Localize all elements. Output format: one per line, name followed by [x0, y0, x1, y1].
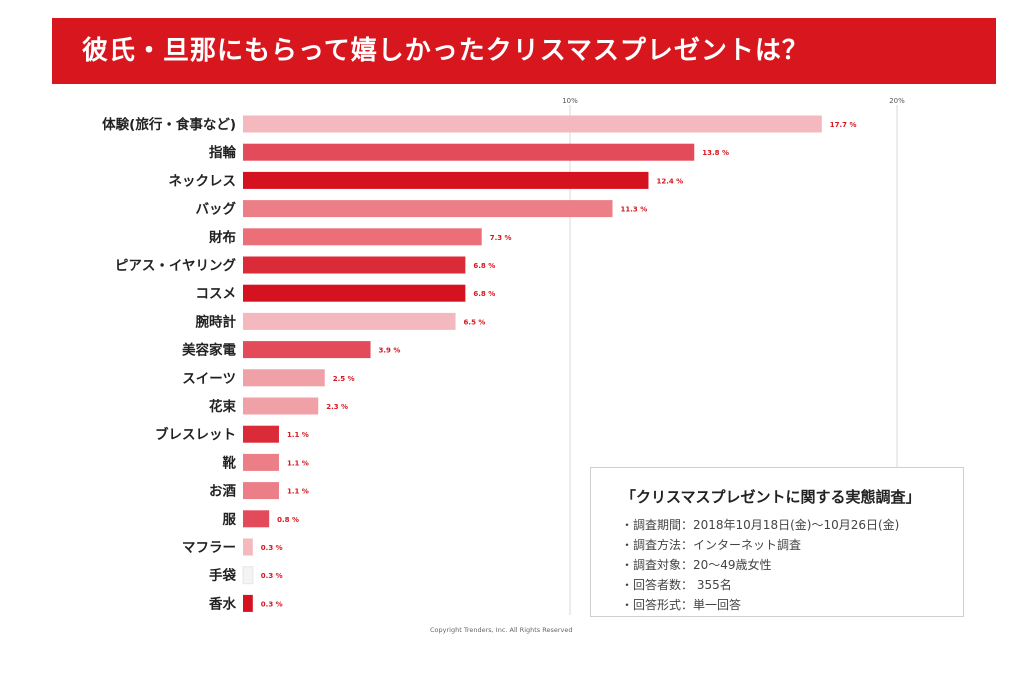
value-label: 11.3 %	[621, 206, 648, 214]
bar	[243, 115, 822, 133]
category-label: 靴	[223, 454, 237, 471]
bar	[243, 594, 253, 612]
category-label: バッグ	[196, 201, 237, 218]
value-label: 12.4 %	[656, 177, 683, 185]
bar	[242, 566, 254, 585]
value-label: 3.9 %	[379, 347, 401, 355]
survey-format: ・回答形式：単一回答	[621, 598, 742, 612]
survey-respondents: ・回答者数： 355名	[621, 578, 732, 592]
bar	[243, 228, 482, 246]
value-label: 6.5 %	[464, 318, 486, 326]
survey-method: ・調査方法：インターネット調査	[621, 538, 802, 552]
category-label: 体験(旅行・食事など)	[102, 116, 236, 133]
category-label: スイーツ	[182, 371, 236, 387]
value-label: 1.1 %	[287, 431, 309, 439]
value-label: 2.3 %	[326, 403, 348, 411]
category-label: コスメ	[196, 286, 237, 302]
value-label: 6.8 %	[473, 290, 495, 298]
category-label: ピアス・イヤリング	[115, 257, 237, 274]
category-label: 指輪	[209, 144, 236, 161]
category-label: ブレスレット	[155, 426, 236, 443]
value-label: 1.1 %	[287, 459, 309, 467]
bar	[243, 312, 456, 330]
page-title: 彼氏・旦那にもらって嬉しかったクリスマスプレゼントは？	[82, 36, 809, 66]
bar	[243, 143, 695, 161]
bar	[243, 171, 649, 189]
survey-period: ・調査期間：2018年10月18日(金)～10月26日(金)	[621, 518, 900, 532]
bar	[243, 284, 466, 302]
category-label: 香水	[208, 595, 236, 612]
bar	[243, 453, 279, 471]
value-label: 17.7 %	[830, 121, 857, 129]
x-tick-label: 10%	[562, 97, 578, 105]
category-label: 服	[223, 512, 237, 528]
category-label: 財布	[208, 229, 236, 246]
bar	[243, 482, 279, 500]
category-label: マフラー	[182, 540, 236, 556]
survey-title: 「クリスマスプレゼントに関する実態調査」	[621, 488, 921, 506]
value-label: 2.5 %	[333, 375, 355, 383]
category-label: 美容家電	[182, 342, 236, 359]
survey-target: ・調査対象：20～49歳女性	[621, 558, 772, 572]
category-label: 手袋	[209, 567, 236, 584]
value-label: 0.3 %	[261, 572, 283, 580]
category-label: 腕時計	[196, 313, 237, 330]
bar	[243, 425, 279, 443]
category-label: ネックレス	[169, 173, 237, 189]
value-label: 1.1 %	[287, 488, 309, 496]
value-label: 0.3 %	[261, 544, 283, 552]
category-label: 花束	[209, 398, 236, 415]
bar	[243, 538, 253, 556]
value-label: 13.8 %	[702, 149, 729, 157]
survey-info-box: 「クリスマスプレゼントに関する実態調査」 ・調査期間：2018年10月18日(金…	[590, 467, 964, 617]
bar	[243, 369, 325, 387]
value-label: 0.8 %	[277, 516, 299, 524]
bar	[243, 200, 613, 218]
x-tick-label: 20%	[889, 97, 905, 105]
value-label: 0.3 %	[261, 600, 283, 608]
bar	[243, 510, 270, 528]
value-label: 7.3 %	[490, 234, 512, 242]
bar	[243, 341, 371, 359]
copyright-text: Copyright Trenders, Inc. All Rights Rese…	[430, 626, 573, 634]
bar	[243, 397, 319, 415]
bar	[243, 256, 466, 274]
title-banner: 彼氏・旦那にもらって嬉しかったクリスマスプレゼントは？	[52, 18, 996, 84]
category-label: お酒	[209, 484, 236, 500]
value-label: 6.8 %	[473, 262, 495, 270]
